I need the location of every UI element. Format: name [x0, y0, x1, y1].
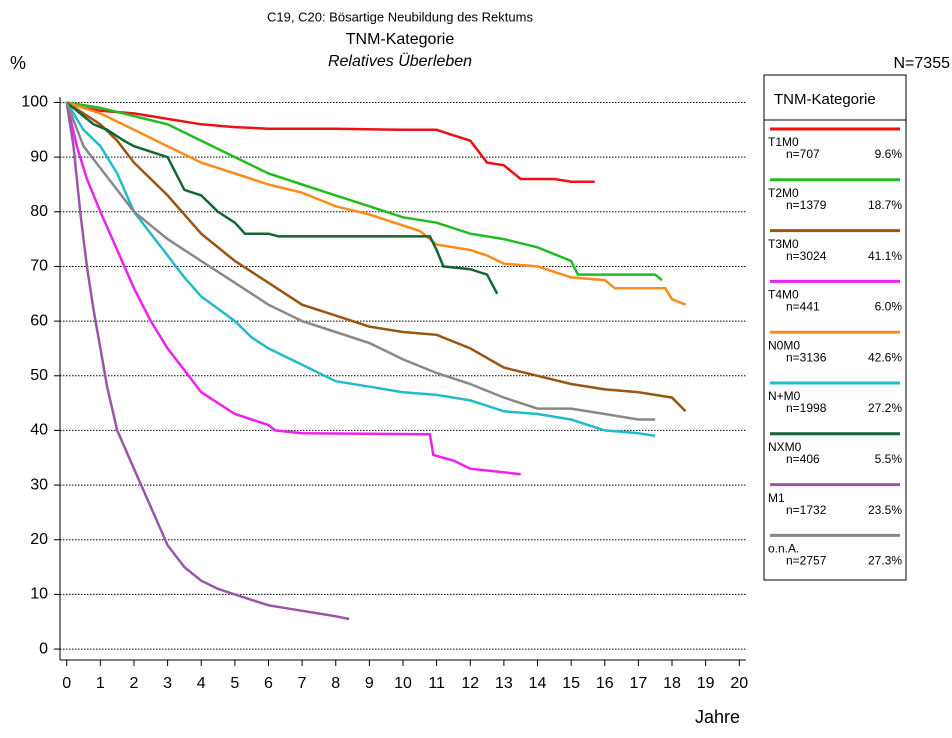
- x-tick-label: 1: [96, 675, 105, 692]
- survival-line: [66, 101, 687, 413]
- x-tick-label: 9: [365, 675, 374, 692]
- x-tick-label: 7: [298, 675, 307, 692]
- total-count: N=7355: [894, 55, 951, 72]
- x-tick-label: 6: [264, 675, 273, 692]
- survival-line: [65, 101, 499, 295]
- legend-share: 27.2%: [868, 401, 902, 415]
- legend-label: T2M0: [768, 186, 799, 200]
- legend-label: NXM0: [768, 440, 802, 454]
- x-tick-label: 14: [529, 675, 547, 692]
- legend-count: n=406: [786, 452, 820, 466]
- legend-count: n=1998: [786, 401, 827, 415]
- x-tick-label: 8: [331, 675, 340, 692]
- x-tick-label: 16: [596, 675, 614, 692]
- legend-count: n=707: [786, 147, 820, 161]
- legend-label: N0M0: [768, 338, 800, 352]
- x-tick-label: 13: [495, 675, 513, 692]
- legend-count: n=1732: [786, 503, 827, 517]
- legend-count: n=3024: [786, 249, 827, 263]
- y-tick-label: 60: [30, 312, 48, 329]
- x-tick-label: 4: [197, 675, 206, 692]
- x-tick-label: 17: [629, 675, 647, 692]
- y-tick-label: 0: [39, 640, 48, 657]
- y-axis-label: %: [10, 53, 26, 73]
- x-tick-label: 12: [461, 675, 479, 692]
- y-tick-label: 30: [30, 476, 48, 493]
- legend-share: 9.6%: [875, 147, 903, 161]
- y-tick-label: 70: [30, 258, 48, 275]
- y-tick-label: 10: [30, 586, 48, 603]
- y-tick-label: 40: [30, 422, 48, 439]
- legend-share: 23.5%: [868, 503, 902, 517]
- y-tick-label: 50: [30, 367, 48, 384]
- legend-label: T4M0: [768, 288, 799, 302]
- legend-share: 18.7%: [868, 198, 902, 212]
- x-axis-label: Jahre: [695, 707, 740, 727]
- x-tick-label: 11: [428, 675, 445, 692]
- survival-line: [65, 102, 656, 421]
- y-tick-label: 90: [30, 148, 48, 165]
- x-tick-label: 2: [130, 675, 139, 692]
- x-tick-label: 3: [163, 675, 172, 692]
- y-tick-label: 80: [30, 203, 48, 220]
- x-tick-label: 15: [562, 675, 580, 692]
- legend-share: 6.0%: [875, 300, 903, 314]
- legend-title: TNM-Kategorie: [774, 91, 876, 108]
- legend-share: 42.6%: [868, 350, 902, 364]
- legend-label: N+M0: [768, 389, 801, 403]
- x-tick-label: 20: [730, 675, 748, 692]
- survival-line: [66, 101, 663, 282]
- legend-label: o.n.A.: [768, 542, 799, 556]
- legend-label: T1M0: [768, 135, 799, 149]
- legend-share: 27.3%: [868, 554, 902, 568]
- x-tick-label: 19: [697, 675, 715, 692]
- legend-count: n=1379: [786, 198, 827, 212]
- legend-label: M1: [768, 491, 785, 505]
- survival-line: [65, 102, 350, 621]
- legend-box: [763, 74, 907, 581]
- chart-title: C19, C20: Bösartige Neubildung des Rektu…: [267, 9, 533, 24]
- x-tick-label: 18: [663, 675, 681, 692]
- survival-line: [66, 101, 686, 306]
- legend-share: 41.1%: [868, 249, 902, 263]
- survival-line: [66, 101, 595, 183]
- legend-label: T3M0: [768, 237, 799, 251]
- chart-subtitle: Relatives Überleben: [328, 52, 472, 70]
- x-tick-label: 5: [230, 675, 239, 692]
- x-tick-label: 10: [394, 675, 412, 692]
- legend-share: 5.5%: [875, 452, 903, 466]
- y-tick-label: 20: [30, 531, 48, 548]
- legend-count: n=441: [786, 300, 820, 314]
- survival-line: [65, 102, 521, 476]
- legend-count: n=2757: [786, 554, 827, 568]
- y-tick-label: 100: [21, 94, 48, 111]
- chart-subtitle: TNM-Kategorie: [346, 31, 455, 48]
- legend-count: n=3136: [786, 350, 827, 364]
- x-tick-label: 0: [62, 675, 71, 692]
